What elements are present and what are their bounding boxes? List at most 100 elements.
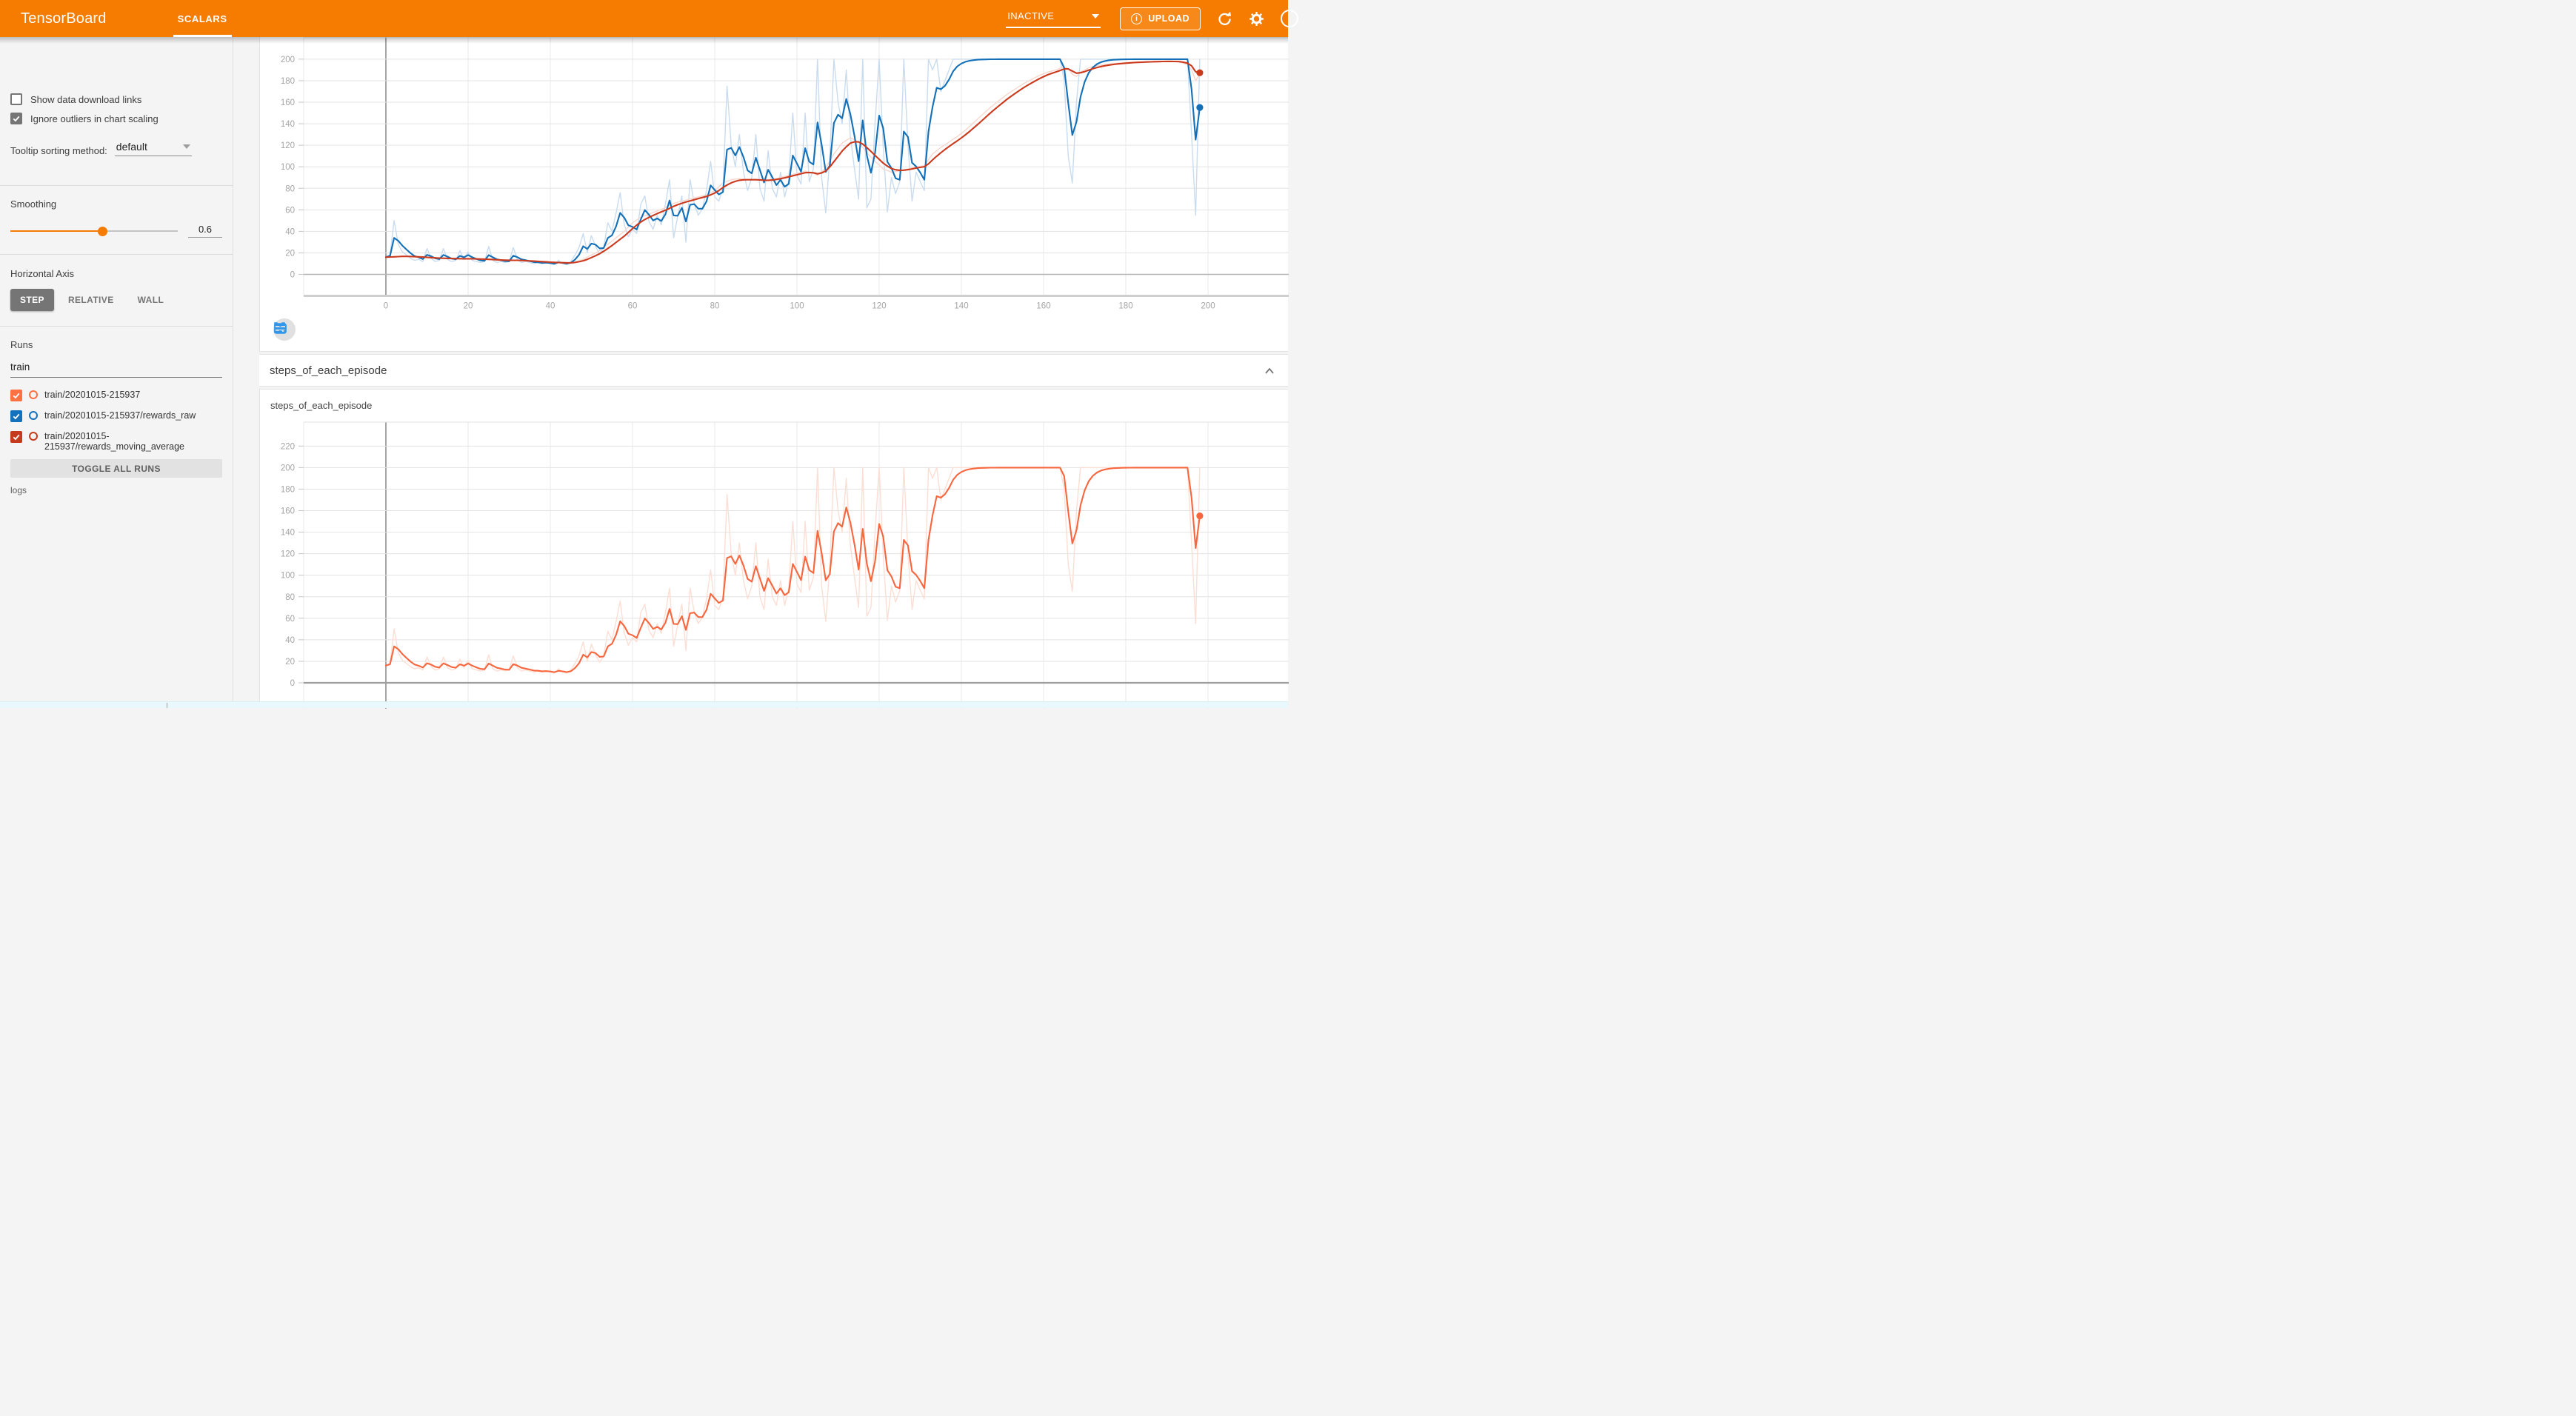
ignore-outliers-label: Ignore outliers in chart scaling [30,113,159,124]
steps-chart-card: steps_of_each_episode 220 200 180 160 140 120… [259,389,1289,709]
svg-text:20: 20 [285,658,295,667]
toggle-all-runs-button[interactable]: TOGGLE ALL RUNS [10,459,222,478]
run-isolate-toggle[interactable] [29,432,38,441]
tooltip-sorting-label: Tooltip sorting method: [10,145,107,156]
svg-text:140: 140 [954,302,968,311]
run-checkbox[interactable] [10,410,22,422]
run-label: train/20201015-215937 [44,390,141,400]
svg-text:200: 200 [281,464,295,472]
svg-text:120: 120 [281,550,295,559]
runs-filter-input[interactable]: train [10,361,222,378]
haxis-step-button[interactable]: STEP [10,289,54,311]
gear-icon[interactable] [1249,11,1264,27]
show-download-links-label: Show data download links [30,93,142,105]
svg-text:0: 0 [290,271,295,280]
svg-text:40: 40 [546,302,555,311]
svg-text:60: 60 [628,302,638,311]
svg-text:180: 180 [281,77,295,86]
ignore-outliers-checkbox-row[interactable]: Ignore outliers in chart scaling [10,113,225,124]
svg-text:60: 60 [285,206,295,215]
svg-text:20: 20 [285,249,295,258]
svg-text:0: 0 [290,679,295,688]
run-isolate-toggle[interactable] [29,411,38,420]
svg-text:40: 40 [285,227,295,236]
logs-directory-label: logs [10,485,27,495]
divider [0,326,233,327]
tab-scalars[interactable]: SCALARS [167,0,238,37]
checkbox-unchecked[interactable] [10,93,22,105]
tab-scalars-label: SCALARS [177,13,227,24]
run-row-rewards-moving-average[interactable]: train/20201015-215937/rewards_moving_ave… [10,431,228,452]
tooltip-sorting-select[interactable]: default [114,141,192,156]
data-table-icon[interactable] [274,318,324,341]
show-download-links-checkbox-row[interactable]: Show data download links [10,93,225,105]
slider-thumb[interactable] [98,226,108,236]
svg-text:80: 80 [285,184,295,193]
collapse-chevron-icon[interactable] [1263,365,1276,375]
section-steps-of-each-episode[interactable]: steps_of_each_episode [259,354,1288,387]
tensorboard-app: TensorBoard SCALARS INACTIVE i UPLOAD [0,0,1298,709]
svg-text:100: 100 [281,572,295,581]
svg-text:20: 20 [464,302,473,311]
status-dropdown[interactable]: INACTIVE [1006,9,1101,28]
info-icon: i [1131,13,1143,24]
tooltip-sorting-value: default [116,141,147,153]
svg-text:140: 140 [281,120,295,129]
svg-text:120: 120 [872,302,886,311]
active-tab-underline [173,35,232,37]
divider [0,254,233,255]
run-isolate-toggle[interactable] [29,390,38,399]
divider [0,185,233,186]
checkbox-checked[interactable] [10,113,22,124]
fit-domain-icon[interactable] [274,318,353,341]
smoothing-label: Smoothing [10,198,57,210]
rewards-chart-card: 200 180 160 140 120 100 80 60 40 20 0 0 20 40 60 80 100 1… [259,34,1289,352]
svg-text:200: 200 [1201,302,1215,311]
horizontal-axis-label: Horizontal Axis [10,268,74,279]
fullscreen-icon[interactable] [273,318,296,341]
haxis-relative-button[interactable]: RELATIVE [59,289,124,311]
svg-text:140: 140 [281,529,295,538]
status-dropdown-value: INACTIVE [1007,10,1055,21]
svg-text:40: 40 [285,636,295,645]
svg-text:160: 160 [281,507,295,516]
smoothing-slider[interactable] [10,226,178,236]
run-label: train/20201015-215937/rewards_moving_ave… [44,431,185,452]
svg-text:160: 160 [281,98,295,107]
svg-text:100: 100 [790,302,804,311]
haxis-wall-button[interactable]: WALL [128,289,174,311]
app-title: TensorBoard [21,10,107,27]
run-row-train[interactable]: train/20201015-215937 [10,390,228,401]
chart-title: steps_of_each_episode [270,400,373,411]
refresh-icon[interactable] [1217,11,1232,27]
app-header: TensorBoard SCALARS INACTIVE i UPLOAD [0,0,1298,37]
dashboard-main: 200 180 160 140 120 100 80 60 40 20 0 0 20 40 60 80 100 1… [233,34,1289,709]
section-title: steps_of_each_episode [270,364,387,377]
settings-sidebar: Show data download links Ignore outliers… [0,37,233,708]
svg-text:200: 200 [281,56,295,64]
svg-text:220: 220 [281,442,295,451]
svg-text:60: 60 [285,615,295,624]
run-checkbox[interactable] [10,390,22,401]
help-icon[interactable] [1281,10,1298,27]
slider-fill [10,230,103,232]
upload-button-label: UPLOAD [1148,13,1189,24]
svg-text:120: 120 [281,141,295,150]
svg-text:80: 80 [285,593,295,602]
chart-toolbar [273,318,353,341]
svg-text:180: 180 [1118,302,1132,311]
next-card-row-peek [0,701,1288,708]
svg-text:100: 100 [281,163,295,172]
chevron-down-icon [1092,13,1100,19]
run-checkbox[interactable] [10,431,22,443]
smoothing-value-field[interactable]: 0.6 [188,224,222,238]
run-label: train/20201015-215937/rewards_raw [44,410,196,421]
chevron-down-icon [182,144,190,149]
runs-label: Runs [10,339,33,350]
svg-text:160: 160 [1036,302,1050,311]
svg-text:0: 0 [384,302,388,311]
upload-button[interactable]: i UPLOAD [1120,7,1201,30]
run-row-rewards-raw[interactable]: train/20201015-215937/rewards_raw [10,410,228,422]
